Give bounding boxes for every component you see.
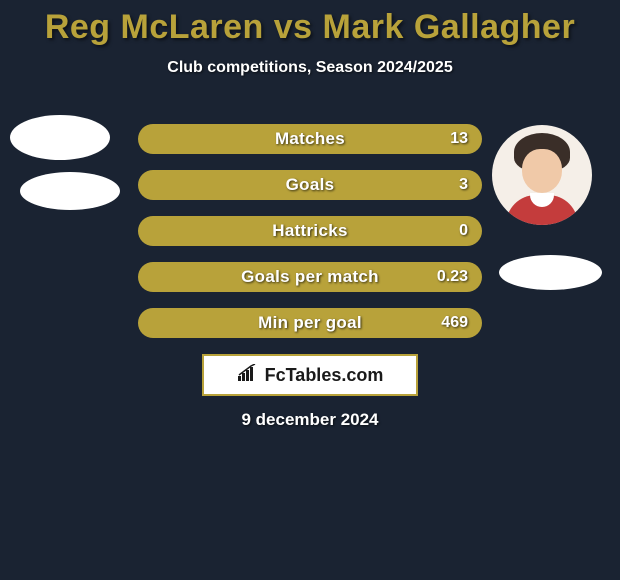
stat-label: Min per goal: [138, 313, 482, 333]
stat-value-right: 469: [441, 314, 468, 332]
left-player-avatar-shape-2: [20, 172, 120, 210]
brand-box: FcTables.com: [202, 354, 418, 396]
right-player-avatar: [492, 125, 592, 225]
stat-value-right: 3: [459, 176, 468, 194]
stat-row: Hattricks 0: [138, 216, 482, 246]
stat-label: Matches: [138, 129, 482, 149]
date-label: 9 december 2024: [0, 410, 620, 430]
brand-chart-icon: [237, 364, 259, 387]
stat-row: Goals per match 0.23: [138, 262, 482, 292]
stat-row: Matches 13: [138, 124, 482, 154]
comparison-title: Reg McLaren vs Mark Gallagher: [0, 0, 620, 47]
left-player-avatar-shape-1: [10, 115, 110, 160]
right-player-ellipse: [499, 255, 602, 290]
stat-value-right: 0: [459, 222, 468, 240]
stat-value-right: 0.23: [437, 268, 468, 286]
stat-label: Goals: [138, 175, 482, 195]
comparison-subtitle: Club competitions, Season 2024/2025: [0, 59, 620, 77]
stats-bars: Matches 13 Goals 3 Hattricks 0 Goals per…: [138, 124, 482, 354]
stat-label: Goals per match: [138, 267, 482, 287]
brand-text: FcTables.com: [265, 365, 384, 386]
stat-label: Hattricks: [138, 221, 482, 241]
avatar-face: [522, 149, 562, 193]
stat-row: Goals 3: [138, 170, 482, 200]
stat-row: Min per goal 469: [138, 308, 482, 338]
stat-value-right: 13: [450, 130, 468, 148]
